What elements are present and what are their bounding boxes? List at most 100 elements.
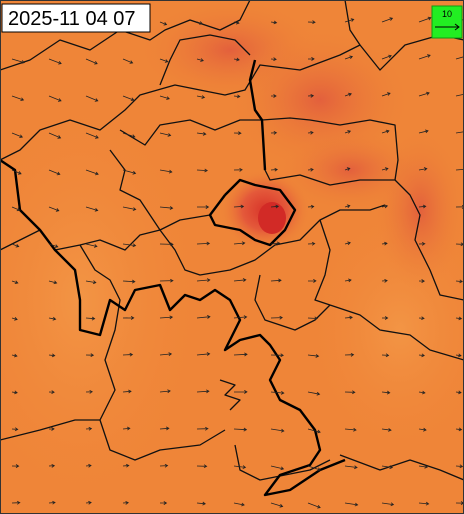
wind-arrow (122, 279, 136, 284)
wind-arrow (270, 241, 281, 246)
wind-arrow (233, 352, 248, 357)
wind-arrow (455, 316, 463, 321)
wind-arrow (344, 18, 355, 23)
wind-arrow (344, 130, 352, 134)
wind-arrow (455, 427, 463, 432)
wind-arrow (307, 57, 315, 61)
wind-arrow (270, 130, 278, 135)
wind-arrow (85, 426, 93, 431)
wind-arrow (196, 426, 209, 431)
wind-arrow (344, 241, 351, 246)
wind-arrow (85, 316, 96, 321)
wind-arrow (85, 463, 92, 468)
wind-arrow (381, 167, 389, 171)
timestamp-background (1, 3, 151, 33)
wind-arrow (85, 169, 99, 176)
wind-arrow (418, 279, 425, 283)
timestamp-box: 2025-11 04 07 (1, 3, 151, 33)
wind-arrow (11, 243, 20, 248)
wind-arrow (233, 241, 246, 246)
wind-arrow (418, 54, 431, 60)
wind-arrow (48, 390, 55, 395)
wind-arrow (270, 57, 277, 62)
wind-arrow (85, 243, 98, 248)
wind-arrow (48, 500, 56, 505)
wind-arrow (344, 55, 354, 60)
wind-arrow (418, 204, 427, 209)
wind-arrow (381, 278, 388, 283)
wind-arrow (233, 204, 245, 209)
wind-arrow (344, 315, 353, 320)
wind-arrow (85, 132, 99, 139)
wind-arrow (233, 57, 240, 62)
wind-arrow (233, 427, 248, 432)
wind-arrow (11, 58, 25, 64)
wind-arrow (455, 390, 462, 395)
wind-arrow (48, 206, 60, 212)
wind-arrow (159, 242, 174, 247)
wind-arrow (270, 465, 285, 471)
wind-arrow (122, 132, 136, 138)
wind-arrow (418, 129, 429, 134)
wind-arrow (270, 502, 284, 508)
wind-arrow (122, 169, 137, 175)
wind-arrow (11, 390, 18, 395)
wind-arrow (48, 169, 61, 176)
wind-arrow (418, 427, 427, 432)
wind-arrow (270, 278, 282, 283)
wind-arrow (196, 315, 211, 319)
wind-arrow (122, 389, 132, 394)
wind-arrow (159, 95, 170, 100)
wind-arrow (48, 280, 58, 285)
wind-arrow (11, 317, 18, 321)
wind-arrow (344, 92, 352, 97)
wind-arrow (11, 206, 21, 212)
wind-arrow (122, 463, 130, 468)
wind-arrow (271, 94, 277, 98)
wind-arrow (48, 427, 55, 431)
wind-arrow (381, 241, 388, 246)
wind-arrow (48, 95, 62, 102)
wind-arrow (270, 428, 285, 433)
wind-arrow (307, 93, 315, 98)
wind-arrow (455, 56, 464, 60)
wind-arrow (418, 390, 426, 395)
wind-arrow (48, 353, 56, 358)
wind-arrow (159, 315, 174, 320)
wind-arrow (307, 428, 321, 434)
wind-arrow (11, 464, 20, 468)
wind-arrow (122, 426, 131, 431)
wind-arrow (11, 427, 19, 432)
wind-arrow (11, 353, 18, 358)
wind-arrow (197, 205, 210, 209)
borders (0, 0, 464, 497)
timestamp: 2025-11 04 07 (8, 8, 136, 30)
wind-arrow (160, 501, 168, 505)
wind-arrow (85, 280, 97, 285)
wind-arrow (159, 463, 169, 468)
wind-arrow (233, 315, 248, 320)
wind-arrow (455, 464, 464, 469)
wind-arrow (307, 167, 314, 172)
wind-arrow (418, 316, 425, 321)
wind-legend: 10 (431, 5, 463, 39)
wind-arrow (159, 132, 172, 137)
wind-arrow (455, 167, 464, 172)
wind-arrow (270, 167, 278, 172)
legend-background (431, 5, 463, 39)
wind-arrow (270, 204, 280, 209)
wind-arrow (307, 502, 321, 509)
wind-arrow (159, 21, 168, 26)
wind-arrow (307, 279, 317, 283)
wind-arrow (85, 206, 99, 212)
wind-arrow (122, 206, 137, 211)
wind-arrow (418, 241, 426, 246)
wind-arrow (307, 316, 318, 321)
wind-arrow (381, 17, 394, 23)
wind-arrow (455, 353, 462, 358)
wind-arrow (344, 204, 351, 209)
wind-arrow (418, 16, 432, 23)
wind-arrow (418, 91, 430, 97)
wind-arrow (344, 278, 352, 283)
wind-arrow (307, 241, 316, 246)
